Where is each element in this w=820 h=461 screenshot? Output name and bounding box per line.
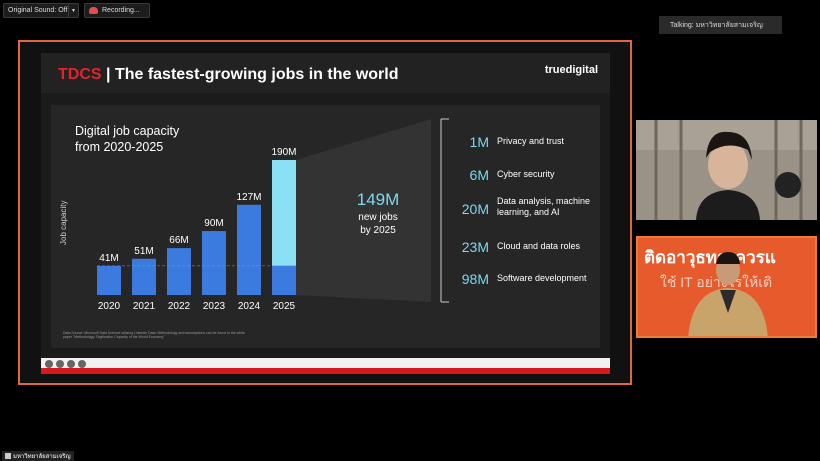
- new-jobs-caption-line1: new jobs: [358, 212, 398, 223]
- job-count: 20M: [461, 201, 489, 217]
- job-count: 98M: [461, 271, 489, 287]
- new-jobs-caption-line2: by 2025: [360, 224, 396, 236]
- job-item: 1M Privacy and trust: [431, 134, 601, 158]
- talking-label: Talking: มหาวิทยาลัยสามเจริญ: [670, 21, 763, 29]
- job-item: 98M Software development: [431, 271, 601, 295]
- job-count: 1M: [469, 134, 489, 150]
- x-tick-label: 2022: [168, 301, 191, 312]
- video-banner-subtext: ใช้ IT อย่างไรให้เติ: [660, 274, 773, 290]
- truedigital-logo: truedigital: [544, 64, 598, 76]
- job-label: Cyber security: [497, 169, 555, 179]
- bar-value-label: 127M: [236, 192, 261, 203]
- x-tick-label: 2024: [238, 301, 261, 312]
- funnel-shape: [296, 119, 431, 302]
- participant-video-1[interactable]: [636, 120, 817, 220]
- self-view-name: มหาวิทยาลัยสามเจริญ: [13, 454, 71, 460]
- pen-tool-icon[interactable]: [56, 360, 64, 368]
- job-label: Cloud and data roles: [497, 241, 581, 251]
- bar: [272, 265, 296, 295]
- bar-value-label: 41M: [99, 253, 118, 264]
- video-banner-text: ติดอาวุธทางควรแ: [644, 248, 776, 267]
- bar-value-label: 90M: [204, 218, 223, 229]
- shared-screen: TDCS | The fastest-growing jobs in the w…: [18, 40, 632, 385]
- prev-slide-icon[interactable]: [45, 360, 53, 368]
- chart-title: Digital job capacity from 2020-2025: [75, 123, 179, 156]
- job-count: 23M: [461, 239, 489, 255]
- recording-indicator[interactable]: Recording...: [84, 3, 150, 18]
- mic-muted-icon: [5, 453, 11, 459]
- presenter-video-image: [688, 252, 768, 336]
- slide-brand-tag: TDCS: [58, 66, 102, 83]
- chart-title-line1: Digital job capacity: [75, 124, 180, 138]
- job-item: 6M Cyber security: [431, 167, 601, 191]
- bar: [97, 265, 121, 295]
- self-view-name-tag: มหาวิทยาลัยสามเจริญ: [2, 451, 74, 461]
- slide-toolbar: [41, 358, 610, 370]
- zoom-icon[interactable]: [67, 360, 75, 368]
- bar-chart: 41M 2020 51M 2021 66M 2022 90M 2023 127M 2024 190M…: [97, 118, 449, 312]
- recording-label: Recording...: [102, 7, 140, 14]
- bar: [237, 204, 261, 295]
- slide-title: TDCS | The fastest-growing jobs in the w…: [58, 66, 399, 83]
- original-sound-label: Original Sound: Off: [8, 7, 68, 14]
- data-source-note: Data Source: Microsoft Data Science util…: [63, 330, 245, 340]
- slide-footer-bar: [41, 368, 610, 374]
- x-tick-label: 2023: [203, 301, 226, 312]
- bar-value-label: 190M: [271, 147, 296, 158]
- cloud-recording-icon: [89, 7, 98, 14]
- speaker-video-image: [636, 120, 817, 220]
- new-jobs-total: 149M: [356, 190, 400, 209]
- bar: [167, 248, 191, 295]
- presentation-slide: TDCS | The fastest-growing jobs in the w…: [41, 53, 610, 374]
- bar: [132, 258, 156, 295]
- job-count: 6M: [469, 167, 489, 183]
- job-item: 23M Cloud and data roles: [431, 239, 601, 263]
- slide-content: Digital job capacity from 2020-2025 Job …: [51, 105, 600, 348]
- chart-title-line2: from 2020-2025: [75, 140, 164, 155]
- bar: [202, 231, 226, 295]
- talking-indicator: Talking: มหาวิทยาลัยสามเจริญ: [659, 16, 782, 34]
- x-tick-label: 2020: [98, 301, 121, 312]
- bar-value-label: 66M: [169, 235, 188, 246]
- x-tick-label: 2021: [133, 301, 156, 312]
- slide-title-text: The fastest-growing jobs in the world: [114, 66, 399, 83]
- participant-video-2[interactable]: ติดอาวุธทางควรแ ใช้ IT อย่างไรให้เติ: [636, 236, 817, 338]
- job-item: 20M Data analysis, machine learning, and…: [431, 196, 601, 225]
- original-sound-toggle[interactable]: Original Sound: Off ▼: [3, 3, 79, 18]
- job-label: Data analysis, machine learning, and AI: [497, 196, 591, 218]
- x-tick-label: 2025: [273, 301, 296, 312]
- bar-highlight: [272, 160, 296, 266]
- job-label: Software development: [497, 273, 587, 283]
- bar-value-label: 51M: [134, 246, 153, 257]
- slide-header: TDCS | The fastest-growing jobs in the w…: [41, 53, 610, 93]
- chevron-down-icon[interactable]: ▼: [68, 4, 78, 17]
- job-label: Privacy and trust: [497, 136, 565, 146]
- new-jobs-caption: new jobs by 2025: [339, 212, 417, 237]
- next-slide-icon[interactable]: [78, 360, 86, 368]
